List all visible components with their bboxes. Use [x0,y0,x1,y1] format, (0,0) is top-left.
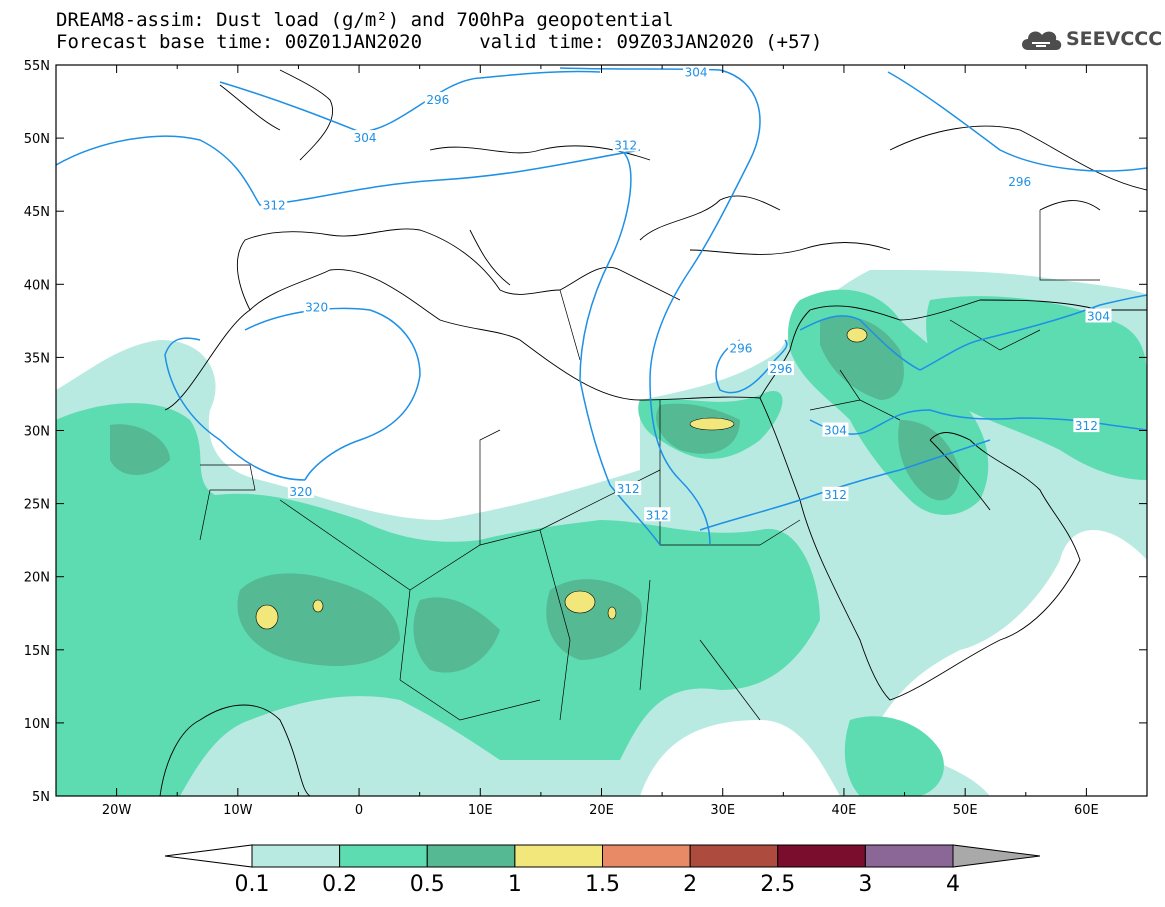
lat-tick-label: 55N [24,59,50,74]
contour-label: 296 [426,93,449,107]
contour-label: 304 [824,424,847,438]
contour-label-bg [287,483,314,498]
colorbar-label: 4 [946,872,960,897]
lon-tick-label: 50E [953,803,978,818]
lat-tick-label: 25N [24,498,50,513]
contour-label-bg [303,299,330,314]
lat-tick-label: 45N [24,205,50,220]
map-subtitle: Forecast base time: 00Z01JAN2020 valid t… [56,31,823,53]
colorbar-label: 3 [858,872,873,897]
contour-label-bg [767,361,794,376]
lon-tick-label: 30E [710,803,735,818]
lon-tick-label: 20W [102,803,132,818]
lat-tick-label: 35N [24,351,50,366]
lon-tick-label: 0 [355,803,363,818]
contour-label: 296 [729,342,752,356]
colorbar-label: 2.5 [760,872,796,897]
longitude-labels: 20W 10W 0 10E 20E 30E 40E 50E 60E [102,803,1099,818]
contour-label: 312 [614,138,637,152]
colorbar-label: 1 [507,872,522,897]
contour-label: 312 [824,488,847,502]
coastlines [159,69,1147,796]
logo-text: SEEVCCC [1066,28,1163,50]
contour-label: 312 [646,508,669,522]
contour-label-bg [1006,173,1033,188]
colorbar-label: 0.1 [234,872,270,897]
cloud-icon [1022,31,1062,50]
contour-label-bg [644,507,671,522]
contour-label: 312 [1075,419,1098,433]
contour-label-bg [683,64,710,79]
contour-label-bg [822,486,849,501]
contour-label: 296 [769,362,792,376]
logo: SEEVCCC [1018,24,1162,56]
contour-label: 304 [1087,309,1110,323]
contour-label-bg [615,480,642,495]
colorbar-label: 1.5 [585,872,620,897]
lat-tick-label: 10N [24,717,50,732]
lat-tick-label: 40N [24,278,50,293]
lon-tick-label: 20E [589,803,614,818]
contour-label-bg [1085,308,1112,323]
map-title: DREAM8-assim: Dust load (g/m²) and 700hP… [56,9,674,31]
colorbar-label: 0.5 [409,872,445,897]
contour-label-bg [261,197,288,212]
dust-map: 296 304 304 312 312 296 320 296 296 304 312 304 312 3… [24,59,1148,818]
contour-labels: 296 304 304 312 312 296 320 296 296 304 312 304 312 3… [261,64,1112,522]
contour-label: 312 [263,198,286,212]
lon-tick-label: 60E [1074,803,1099,818]
contour-label: 320 [289,485,312,499]
contour-label: 304 [354,131,377,145]
contour-label-bg [424,92,451,107]
colorbar-label: 0.2 [322,872,358,897]
axis-ticks [55,64,1148,797]
lat-tick-label: 5N [32,790,50,805]
contour-label: 320 [305,301,328,315]
contour-label-bg [352,130,379,145]
contour-label-bg [612,137,639,152]
contour-label: 296 [1008,175,1031,189]
contour-label-bg [1073,418,1100,433]
lat-tick-label: 50N [24,132,50,147]
latitude-labels: 55N 50N 45N 40N 35N 30N 25N 20N 15N 10N 5N [24,59,50,805]
lon-tick-label: 10W [223,803,253,818]
lon-tick-label: 40E [832,803,857,818]
contour-label-bg [822,422,849,437]
colorbar-label: 2 [683,872,698,897]
lat-tick-label: 20N [24,571,50,586]
lat-tick-label: 15N [24,644,50,659]
contour-label: 304 [685,65,708,79]
contour-label-bg [727,340,754,355]
lon-tick-label: 10E [468,803,493,818]
dust-shading [56,270,1147,796]
lat-tick-label: 30N [24,425,50,440]
contour-label: 312 [617,482,640,496]
